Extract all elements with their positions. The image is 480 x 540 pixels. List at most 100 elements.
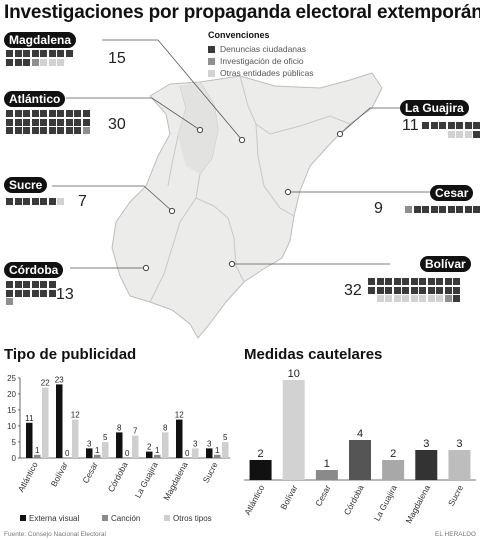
waffle-square [48,58,56,66]
data-label: 7 [133,427,138,436]
waffle-square [65,50,73,57]
region-label-atlantico: Atlántico [4,91,66,107]
legend-item-otros: Otras entidades públicas [208,68,314,78]
waffle-square [439,122,446,129]
bar [349,440,371,480]
bar [26,422,33,458]
squares-atlantico [6,110,90,134]
waffle-square [82,118,90,126]
legend-swatch [20,515,26,521]
waffle-square [444,286,452,294]
data-label: 1 [155,446,160,455]
legend-item-ciudadanas: Denuncias ciudadanas [208,44,306,54]
waffle-square [436,278,443,285]
brand-name: EL HERALDO [435,531,476,538]
dot-atlantico [196,126,204,134]
waffle-square [453,286,460,294]
waffle-square [456,206,463,213]
waffle-square [23,50,30,57]
y-tick-label: 0 [12,454,17,463]
waffle-square [456,122,463,129]
waffle-square [31,110,39,117]
waffle-square [48,110,56,117]
legend-label: Otras entidades públicas [220,68,314,78]
data-label: 22 [41,379,50,388]
waffle-square [393,286,401,294]
x-tick-label: Bolívar [49,460,70,488]
bar [222,442,229,458]
waffle-square [23,289,30,297]
waffle-square [14,281,22,288]
waffle-square [376,286,384,294]
data-label: 4 [357,428,363,440]
source-note: Fuente: Consejo Nacional Electoral [4,531,106,538]
bar [94,454,101,458]
squares-cesar [388,206,480,213]
waffle-square [444,295,452,302]
legend-label: Otros tipos [173,514,212,523]
bar [56,384,63,458]
map-dots [142,126,344,272]
data-label: 0 [125,449,130,458]
waffle-square [464,206,472,213]
waffle-square [410,295,418,302]
waffle-square [6,127,13,134]
waffle-square [427,295,435,302]
bar [315,470,338,480]
waffle-square [385,295,392,302]
legend-label: Externa visual [29,514,79,523]
region-label-bolivar: Bolívar [420,256,471,272]
waffle-square [6,289,13,297]
waffle-square [6,50,13,57]
waffle-square [23,58,30,66]
data-label: 10 [288,368,300,380]
waffle-square [40,58,47,66]
waffle-square [82,127,90,134]
bar [86,448,93,458]
legend-swatch [208,58,215,65]
waffle-square [40,50,47,57]
waffle-square [447,122,455,129]
legend-title: Convenciones [208,30,270,40]
x-tick-label: Cesar [313,483,333,508]
waffle-square [40,281,47,288]
legend-label: Investigación de oficio [220,56,304,66]
waffle-square [74,110,81,117]
waffle-square [447,206,455,213]
waffle-square [376,278,384,285]
legend-swatch [164,515,170,521]
y-tick-label: 25 [7,374,16,383]
region-label-cesar: Cesar [430,185,474,201]
waffle-square [402,286,409,294]
x-tick-label: Atlántico [16,460,40,494]
data-label: 3 [207,439,212,448]
dot-magdalena [238,136,246,144]
waffle-square [23,281,30,288]
legend-label: Denuncias ciudadanas [220,44,307,54]
waffle-square [419,286,426,294]
waffle-square [57,198,64,205]
waffle-square [82,110,90,117]
waffle-square [74,127,81,134]
waffle-square [385,278,392,285]
waffle-square [57,118,64,126]
x-tick-label: Atlántico [242,483,266,517]
waffle-square [376,295,384,302]
waffle-square [436,286,443,294]
waffle-square [40,118,47,126]
waffle-square [31,118,39,126]
waffle-square [14,198,22,205]
waffle-square [65,127,73,134]
squares-bolivar [368,278,460,302]
waffle-square [427,286,435,294]
waffle-square [31,50,39,57]
waffle-square [48,289,56,297]
x-tick-label: Sucre [201,460,220,485]
waffle-square [430,122,438,129]
bar [448,450,471,480]
y-tick-label: 15 [7,406,16,415]
waffle-square [65,110,73,117]
squares-sucre [6,198,64,205]
waffle-square [419,295,426,302]
bar [132,435,139,458]
